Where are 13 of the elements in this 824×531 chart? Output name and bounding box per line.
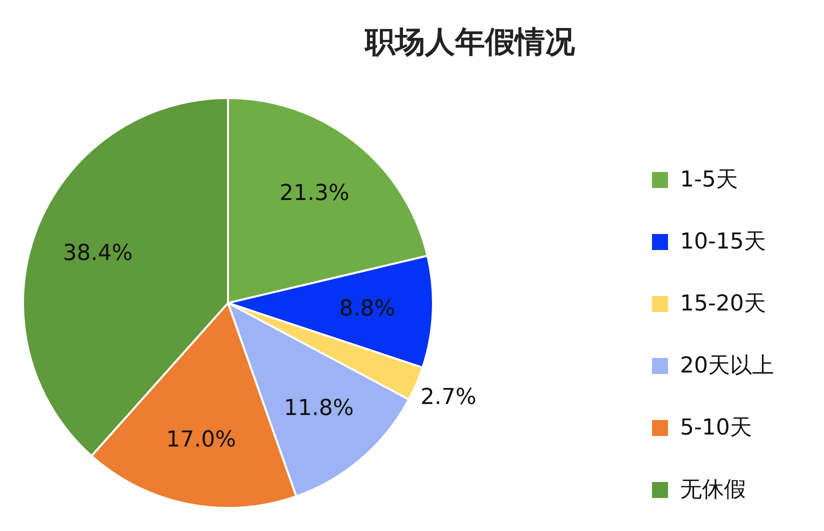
data-label: 2.7%	[420, 385, 476, 410]
legend-label: 15-20天	[680, 292, 766, 316]
data-label: 21.3%	[280, 181, 350, 206]
legend-label: 无休假	[680, 478, 746, 502]
data-label: 38.4%	[62, 240, 133, 266]
legend-label: 10-15天	[680, 230, 766, 254]
chart-title: 职场人年假情况	[364, 25, 576, 60]
legend-label: 5-10天	[680, 416, 752, 440]
data-label: 8.8%	[339, 296, 396, 322]
legend-label: 1-5天	[680, 168, 738, 192]
data-label: 11.8%	[284, 396, 354, 422]
data-label: 17.0%	[166, 427, 236, 452]
legend-label: 20天以上	[680, 354, 774, 378]
